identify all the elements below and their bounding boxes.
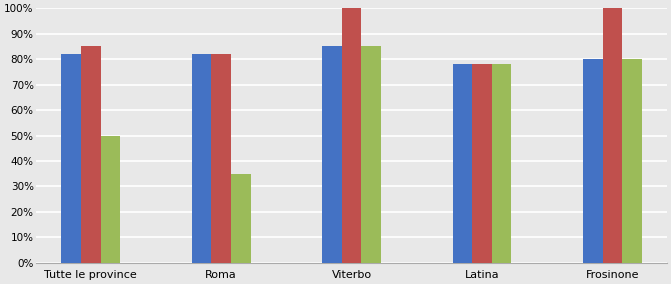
Bar (453, 64, 472, 263)
Bar (322, 46, 342, 263)
Bar (603, 8, 622, 263)
Bar (81, 46, 101, 263)
Bar (231, 174, 250, 263)
Bar (622, 59, 642, 263)
Bar (492, 64, 511, 263)
Bar (211, 54, 231, 263)
Bar (192, 54, 211, 263)
Bar (362, 46, 381, 263)
Bar (583, 59, 603, 263)
Bar (62, 54, 81, 263)
Bar (342, 8, 362, 263)
Bar (472, 64, 492, 263)
Bar (101, 135, 120, 263)
